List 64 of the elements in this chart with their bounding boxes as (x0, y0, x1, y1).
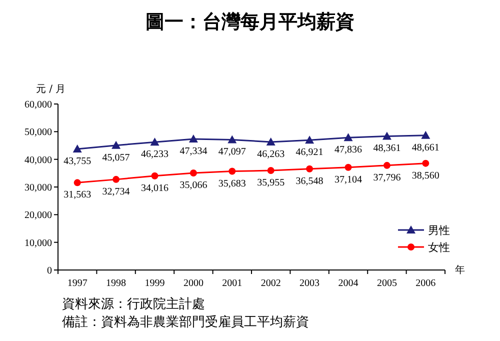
point (422, 160, 430, 167)
point (112, 140, 121, 149)
point (382, 132, 392, 140)
x-axis-title: 年 (455, 264, 465, 276)
point (150, 138, 160, 146)
data-label: 48,661 (412, 142, 440, 154)
x-tick-label: 2006 (416, 278, 436, 289)
x-tick-label: 2005 (376, 278, 397, 289)
point (421, 130, 430, 139)
x-tick-label: 2001 (222, 278, 242, 289)
data-label: 45,057 (102, 152, 130, 164)
legend-label: 男性 (428, 224, 450, 237)
point (344, 133, 353, 142)
source-note: 資料來源：行政院主計處 (62, 296, 205, 312)
point (383, 162, 390, 169)
data-label: 38,560 (412, 170, 440, 182)
y-tick-label: 50,000 (24, 127, 52, 138)
data-label: 32,734 (102, 186, 130, 198)
y-tick-label: 30,000 (24, 182, 52, 194)
y-tick-label: 0 (47, 266, 52, 276)
data-label: 37,796 (373, 172, 401, 184)
point (74, 179, 81, 186)
y-tick-label: 40,000 (24, 154, 52, 166)
data-label: 48,361 (373, 143, 401, 154)
data-label: 46,921 (296, 147, 324, 158)
point (344, 164, 352, 171)
data-label: 35,066 (180, 180, 208, 191)
y-axis-title: 元 / 月 (36, 84, 66, 95)
point (267, 167, 274, 174)
data-label: 46,263 (257, 149, 285, 160)
x-tick-label: 2000 (183, 278, 204, 289)
data-label: 34,016 (141, 182, 168, 194)
data-label: 35,955 (257, 178, 285, 189)
y-tick-label: 10,000 (24, 238, 52, 249)
point (266, 138, 276, 146)
point (190, 169, 197, 176)
y-tick-label: 60,000 (24, 100, 52, 110)
point (188, 134, 198, 143)
x-tick-label: 2003 (300, 278, 320, 289)
text: 備註：資料為非農業部門受雇員工平均薪資 (62, 314, 309, 330)
data-label: 31,563 (64, 190, 92, 201)
legend-label: 女性 (428, 241, 450, 254)
x-tick-label: 2004 (338, 278, 358, 289)
x-tick-label: 1997 (67, 278, 88, 289)
point (228, 135, 237, 144)
point (305, 136, 314, 144)
data-label: 35,683 (218, 178, 246, 190)
chart-title: 圖一：台灣每月平均薪資 (146, 11, 354, 33)
x-tick-label: 2002 (260, 278, 281, 289)
x-tick-label: 1999 (144, 278, 165, 289)
point (72, 144, 82, 152)
point (228, 168, 236, 175)
point (151, 172, 158, 180)
x-tick-label: 1998 (106, 278, 126, 289)
data-label: 46,233 (141, 149, 168, 160)
point (112, 176, 120, 183)
data-label: 36,548 (296, 176, 324, 187)
data-label: 37,104 (334, 174, 362, 186)
data-label: 47,836 (334, 144, 362, 156)
y-tick-label: 20,000 (24, 210, 52, 222)
point (306, 165, 314, 172)
data-label: 47,097 (218, 146, 246, 158)
data-label: 43,755 (64, 156, 92, 167)
data-label: 47,334 (180, 146, 208, 158)
